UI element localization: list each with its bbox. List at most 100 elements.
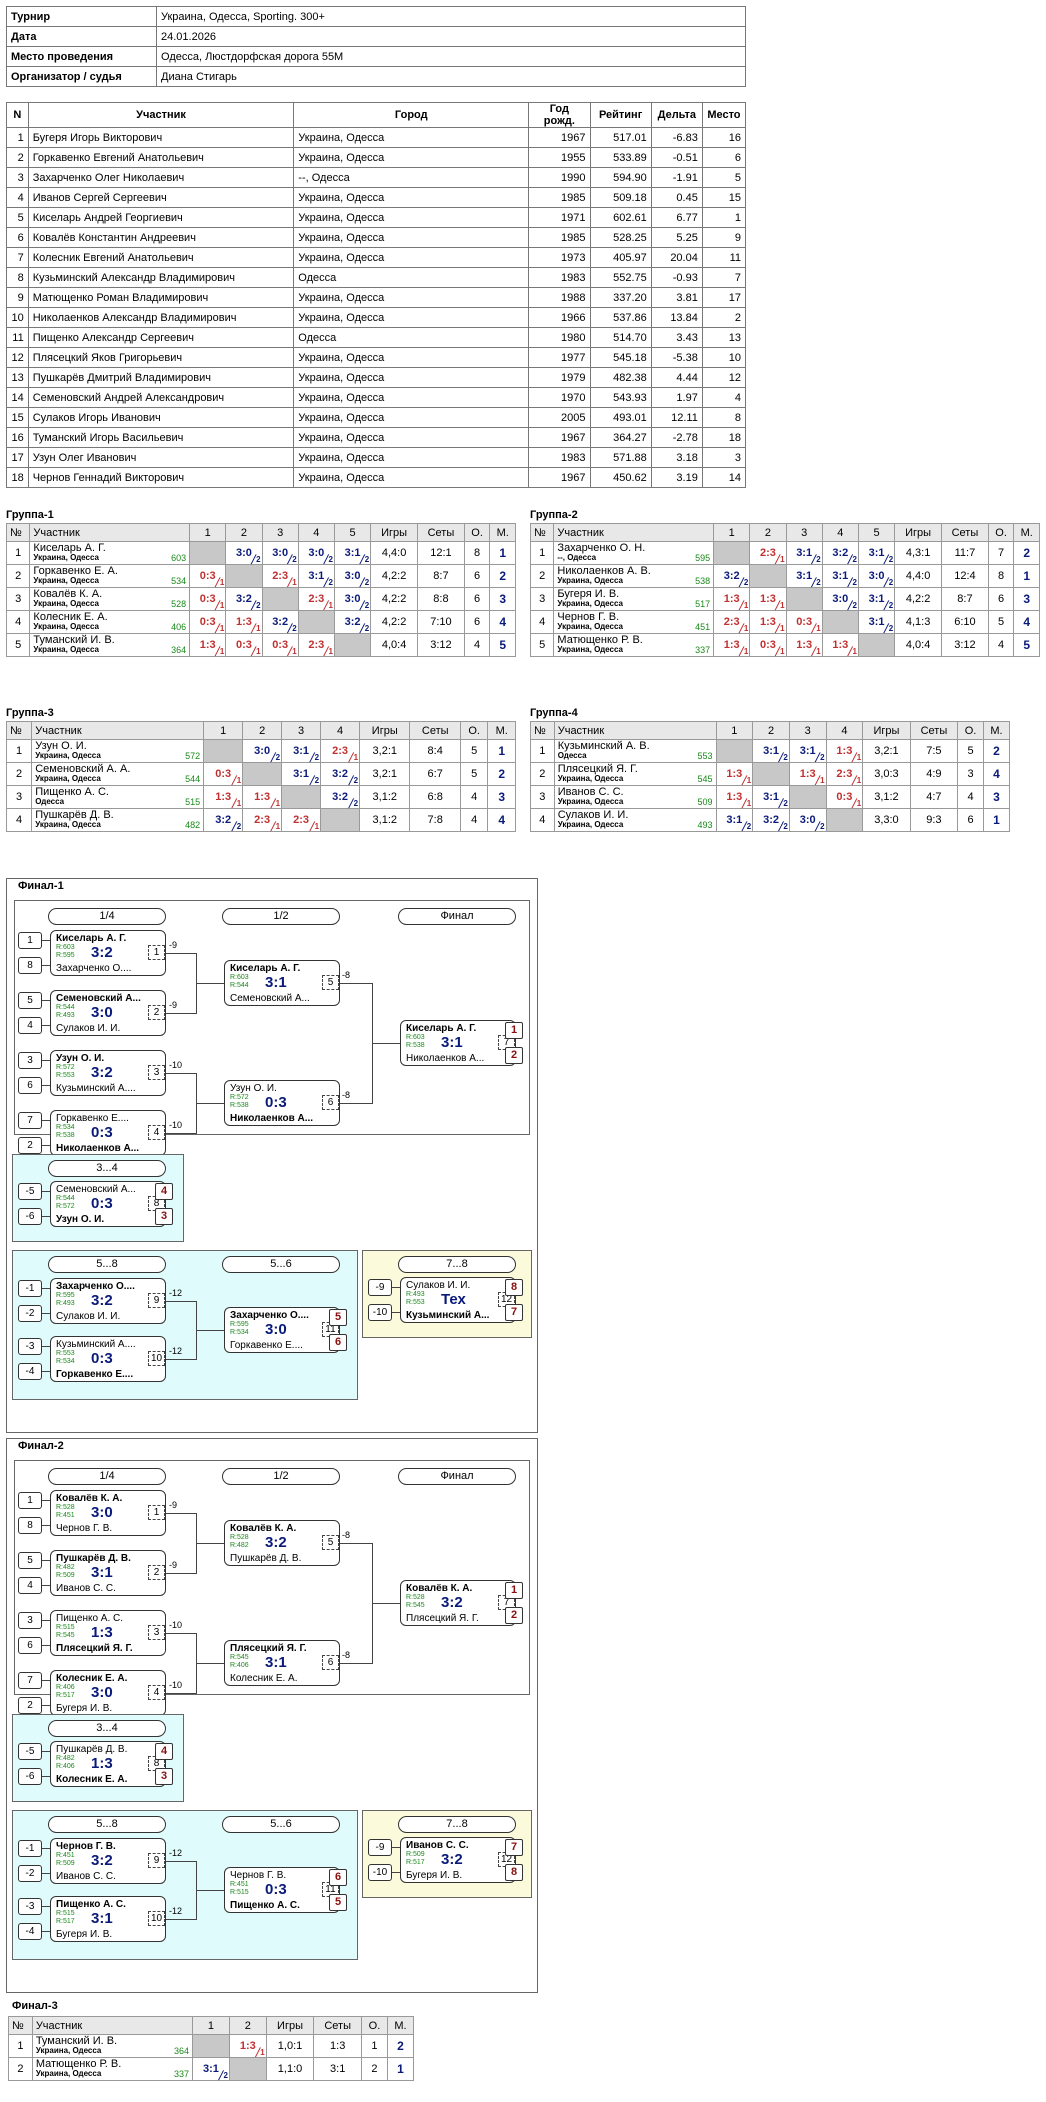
participant-city: Украина, Одесса <box>35 2046 102 2055</box>
bracket-line <box>42 1191 50 1192</box>
match-box[interactable]: Горкавенко Е.... R:534 R:538 0:3 4 Николаенко… <box>50 1110 166 1156</box>
result-cell: 3:0 ╱2 <box>788 808 827 832</box>
match-box[interactable]: Ковалёв К. А. R:528 R:451 3:0 1 Чернов Г. В. <box>50 1490 166 1536</box>
table-cell: Украина, Одесса <box>293 427 530 448</box>
table-cell: 1985 <box>528 187 591 208</box>
rating-top: R:534 <box>56 1124 75 1131</box>
match-box[interactable]: Чернов Г. В. R:451 R:509 3:2 9 Иванов С. С. <box>50 1838 166 1884</box>
table-cell: 8 <box>6 267 29 288</box>
table-row: 1 Киселарь А. Г. Украина, Одесса 603 3:0 ╱2 3:… <box>5 541 516 565</box>
participant-cell: Чернов Г. В. Украина, Одесса 451 <box>553 610 715 634</box>
match-box[interactable]: Захарченко О.... R:595 R:493 3:2 9 Сулаков И.… <box>50 1278 166 1324</box>
participant-name: Бугеря И. В. <box>557 588 620 600</box>
participant-name: Плясецкий Я. Г. <box>557 763 638 775</box>
rating-bottom: R:538 <box>56 1132 75 1139</box>
set-score: 0:3 <box>235 639 252 651</box>
final-place: 6 <box>329 1869 347 1886</box>
table-cell: 20.04 <box>650 247 703 268</box>
match-number: 2 <box>148 1005 165 1020</box>
match-box[interactable]: Пищенко А. С. R:515 R:545 1:3 3 Плясецкий Я. … <box>50 1610 166 1656</box>
match-box[interactable]: Киселарь А. Г. R:603 R:544 3:1 5 Семеновский … <box>224 960 340 1006</box>
participant-city: --, Одесса <box>557 553 597 562</box>
column-header: 2 <box>228 2016 267 2035</box>
player-bottom: Николаенков А... <box>56 1143 140 1154</box>
sets-cell: 6:10 <box>941 610 989 634</box>
match-number: 3 <box>148 1065 165 1080</box>
match-box[interactable]: Киселарь А. Г. R:603 R:538 3:1 7 Николаенков … <box>400 1020 516 1066</box>
player-bottom: Пушкарёв Д. В. <box>230 1553 302 1564</box>
table-cell: -0.93 <box>650 267 703 288</box>
player-bottom: Сулаков И. И. <box>56 1311 121 1322</box>
match-points: ╱1 <box>741 776 752 785</box>
match-points: ╱1 <box>270 822 281 831</box>
set-score: 1:3 <box>239 2040 256 2052</box>
match-box[interactable]: Узун О. И. R:572 R:538 0:3 6 Николаенков А... <box>224 1080 340 1126</box>
place-cell: 1 <box>983 808 1010 832</box>
match-box[interactable]: Киселарь А. Г. R:603 R:595 3:2 1 Захарченко О… <box>50 930 166 976</box>
set-score: 3:1 <box>763 791 779 803</box>
set-score: 0:3 <box>215 768 232 780</box>
row-number: 4 <box>5 610 31 634</box>
player-top: Пищенко А. С. <box>56 1613 124 1624</box>
final-place: 7 <box>505 1839 523 1856</box>
player-top: Семеновский А... <box>56 993 141 1004</box>
match-box[interactable]: Чернов Г. В. R:451 R:515 0:3 11 Пищенко А. С. <box>224 1867 340 1913</box>
match-box[interactable]: Пушкарёв Д. В. R:482 R:406 1:3 8 Колесник Е. … <box>50 1741 166 1787</box>
bracket-line <box>42 1060 50 1061</box>
participant-city: Украина, Одесса <box>35 774 101 783</box>
rating-bottom: R:517 <box>406 1859 425 1866</box>
table-cell: 1.97 <box>650 387 703 408</box>
participant-city: Украина, Одесса <box>33 622 99 631</box>
table-row: 1 Захарченко О. Н. --, Одесса 595 2:3 ╱1 3:1 ╱2… <box>529 541 1040 565</box>
bracket-line <box>42 1500 50 1501</box>
set-score: 0:3 <box>759 639 776 651</box>
match-box[interactable]: Сулаков И. И. R:493 R:553 Тех 12 Кузьминский … <box>400 1277 516 1323</box>
games-cell: 3,1:2 <box>359 785 411 809</box>
participant-rating: 517 <box>695 599 711 609</box>
result-cell: 1:3 ╱1 <box>189 633 227 657</box>
match-box[interactable]: Пищенко А. С. R:515 R:517 3:1 10 Бугеря И. В. <box>50 1896 166 1942</box>
table-row: 3 Захарченко Олег Николаевич --, Одесса 199… <box>6 167 747 188</box>
bracket-line <box>42 1680 50 1681</box>
player-bottom: Горкавенко Е.... <box>56 1369 134 1380</box>
table-row: 15 Сулаков Игорь Иванович Украина, Одесса 2… <box>6 407 747 428</box>
result-cell: 3:0 ╱2 <box>333 564 372 588</box>
match-box[interactable]: Ковалёв К. А. R:528 R:482 3:2 5 Пушкарёв Д. В… <box>224 1520 340 1566</box>
set-score: 2:3 <box>332 745 349 757</box>
games-cell: 3,3:0 <box>862 808 911 832</box>
match-number: 9 <box>148 1293 165 1308</box>
set-score: 0:3 <box>199 616 216 628</box>
match-box[interactable]: Плясецкий Я. Г. R:545 R:406 3:1 6 Колесник Е.… <box>224 1640 340 1686</box>
match-box[interactable]: Семеновский А... R:544 R:572 0:3 8 Узун О. И. <box>50 1181 166 1227</box>
column-header: Игры <box>265 2016 315 2035</box>
table-cell: Украина, Одесса <box>293 387 530 408</box>
match-box[interactable]: Семеновский А... R:544 R:493 3:0 2 Сулаков И.… <box>50 990 166 1036</box>
table-cell: 14 <box>6 387 29 408</box>
table-cell: 514.70 <box>589 327 652 348</box>
match-box[interactable]: Узун О. И. R:572 R:553 3:2 3 Кузьминский А...… <box>50 1050 166 1096</box>
player-top: Ковалёв К. А. <box>56 1493 123 1504</box>
result-cell: 3:2 ╱2 <box>203 808 244 832</box>
column-header: Игры <box>359 721 411 740</box>
bracket-line <box>42 1776 50 1777</box>
set-score: 3:1 <box>308 570 325 582</box>
table-row: 2 Николаенков А. В. Украина, Одесса 538 3:2 ╱… <box>529 564 1040 588</box>
result-cell: 1:3 ╱1 <box>715 762 754 786</box>
match-box[interactable]: Кузьминский А.... R:553 R:534 0:3 10 Горкавен… <box>50 1336 166 1382</box>
sets-cell: 11:7 <box>941 541 989 565</box>
match-number: 4 <box>148 1125 165 1140</box>
match-number: 10 <box>148 1351 165 1366</box>
match-box[interactable]: Ковалёв К. А. R:528 R:545 3:2 7 Плясецкий Я. … <box>400 1580 516 1626</box>
bracket-line <box>340 1663 372 1664</box>
match-box[interactable]: Иванов С. С. R:509 R:517 3:2 12 Бугеря И. В. <box>400 1837 516 1883</box>
match-box[interactable]: Захарченко О.... R:595 R:534 3:0 11 Горкавенк… <box>224 1307 340 1353</box>
round-header: Финал <box>398 908 516 925</box>
bracket-line <box>196 1663 224 1664</box>
match-box[interactable]: Колесник Е. А. R:406 R:517 3:0 4 Бугеря И. В. <box>50 1670 166 1716</box>
match-points: ╱2 <box>778 799 788 808</box>
result-cell: 1:3 ╱1 <box>715 785 754 809</box>
table-cell: 3.81 <box>650 287 703 308</box>
match-box[interactable]: Пушкарёв Д. В. R:482 R:509 3:1 2 Иванов С. С. <box>50 1550 166 1596</box>
seed-number: -2 <box>18 1305 42 1322</box>
participant-city: Украина, Одесса <box>35 751 101 760</box>
